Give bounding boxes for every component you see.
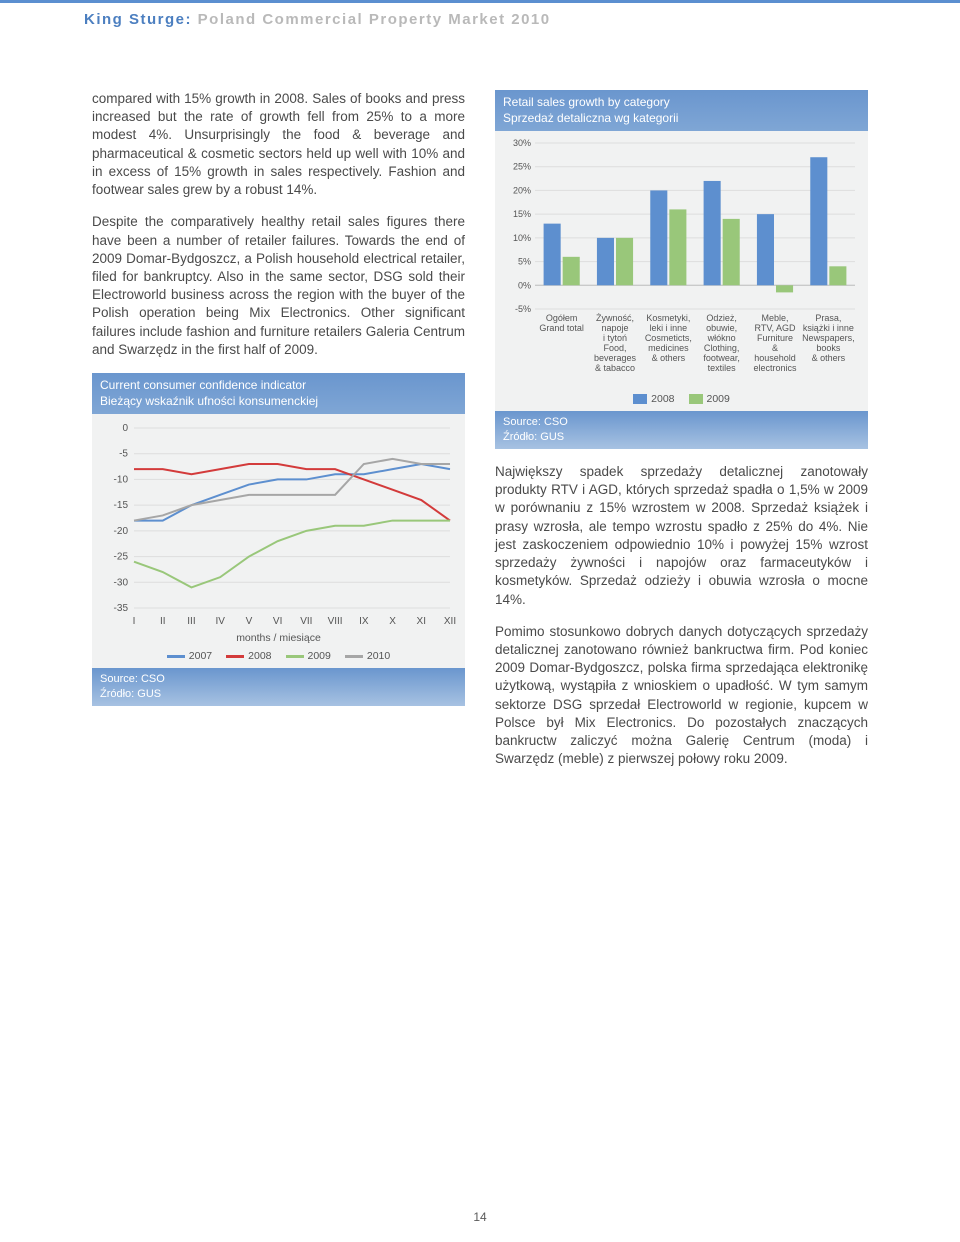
right-para-2: Pomimo stosunkowo dobrych danych dotyczą…: [495, 623, 868, 769]
left-para-2: Despite the comparatively healthy retail…: [92, 213, 465, 359]
svg-text:V: V: [246, 616, 253, 627]
svg-text:-15: -15: [114, 501, 129, 512]
svg-text:włókno: włókno: [707, 333, 736, 343]
svg-text:I: I: [133, 616, 136, 627]
page-number: 14: [0, 1210, 960, 1224]
svg-text:XI: XI: [417, 616, 426, 627]
svg-text:0%: 0%: [518, 281, 531, 291]
bar-chart-source-pl: Źródło: GUS: [503, 430, 860, 444]
svg-text:Clothing,: Clothing,: [704, 343, 740, 353]
bar-chart-legend: 20082009: [501, 387, 862, 409]
svg-text:Grand total: Grand total: [539, 323, 584, 333]
svg-text:IV: IV: [215, 616, 225, 627]
svg-text:II: II: [160, 616, 166, 627]
line-chart-title-pl: Bieżący wskaźnik ufności konsumenckiej: [100, 393, 457, 409]
svg-text:VII: VII: [300, 616, 312, 627]
svg-text:textiles: textiles: [708, 363, 737, 373]
svg-text:household: household: [754, 353, 796, 363]
svg-text:książki i inne: książki i inne: [803, 323, 854, 333]
bar-chart-body: 30% 25% 20% 15% 10% 5% 0% -5% OgółemGrand total Ż…: [495, 131, 868, 411]
svg-text:10%: 10%: [513, 233, 531, 243]
line-chart-source-pl: Źródło: GUS: [100, 687, 457, 701]
svg-text:&: &: [772, 343, 778, 353]
line-chart-body: 0-5-10-15-20-25-30-35IIIIIIIVVVIVIIVIIII…: [92, 414, 465, 668]
svg-text:Ogółem: Ogółem: [546, 313, 578, 323]
svg-text:& others: & others: [652, 353, 686, 363]
svg-text:medicines: medicines: [648, 343, 689, 353]
header-rest: Poland Commercial Property Market 2010: [192, 11, 551, 28]
svg-text:15%: 15%: [513, 210, 531, 220]
line-chart-svg: 0-5-10-15-20-25-30-35IIIIIIIVVVIVIIVIIII…: [98, 420, 458, 630]
svg-text:25%: 25%: [513, 162, 531, 172]
svg-text:Żywność,: Żywność,: [596, 313, 634, 323]
svg-text:Furniture: Furniture: [757, 333, 793, 343]
svg-text:-35: -35: [114, 603, 129, 614]
svg-text:-5%: -5%: [515, 304, 531, 314]
bar-chart-svg: 30% 25% 20% 15% 10% 5% 0% -5% OgółemGrand total Ż…: [501, 137, 861, 387]
svg-text:-5: -5: [119, 449, 128, 460]
left-column: compared with 15% growth in 2008. Sales …: [92, 90, 465, 782]
header-brand: King Sturge:: [84, 11, 192, 28]
page-header: King Sturge: Poland Commercial Property …: [0, 0, 960, 40]
svg-text:III: III: [187, 616, 195, 627]
svg-text:Kosmetyki,: Kosmetyki,: [646, 313, 690, 323]
right-column: Retail sales growth by category Sprzedaż…: [495, 90, 868, 782]
line-chart-title-en: Current consumer confidence indicator: [100, 377, 457, 393]
svg-text:-25: -25: [114, 552, 129, 563]
svg-text:& tabacco: & tabacco: [595, 363, 635, 373]
svg-text:electronics: electronics: [753, 363, 797, 373]
bar-chart: Retail sales growth by category Sprzedaż…: [495, 90, 868, 449]
line-chart-legend: 2007200820092010: [98, 644, 459, 666]
content-columns: compared with 15% growth in 2008. Sales …: [92, 90, 868, 782]
svg-text:-30: -30: [114, 578, 129, 589]
svg-text:Newspapers,: Newspapers,: [802, 333, 855, 343]
svg-text:VI: VI: [273, 616, 282, 627]
svg-text:Odzież,: Odzież,: [706, 313, 737, 323]
svg-text:Prasa,: Prasa,: [815, 313, 841, 323]
svg-text:Meble,: Meble,: [761, 313, 788, 323]
bar-chart-title-en: Retail sales growth by category: [503, 94, 860, 110]
svg-text:Cosmeticts,: Cosmeticts,: [645, 333, 692, 343]
left-para-1: compared with 15% growth in 2008. Sales …: [92, 90, 465, 199]
svg-text:RTV, AGD: RTV, AGD: [754, 323, 796, 333]
svg-text:Food,: Food,: [603, 343, 626, 353]
svg-text:leki i inne: leki i inne: [650, 323, 688, 333]
bar-chart-source: Source: CSO Źródło: GUS: [495, 411, 868, 449]
svg-text:VIII: VIII: [328, 616, 343, 627]
svg-text:-10: -10: [114, 475, 129, 486]
svg-text:obuwie,: obuwie,: [706, 323, 737, 333]
svg-text:-20: -20: [114, 526, 129, 537]
svg-text:30%: 30%: [513, 138, 531, 148]
svg-text:footwear,: footwear,: [703, 353, 740, 363]
line-chart-source-en: Source: CSO: [100, 672, 457, 686]
line-chart-title: Current consumer confidence indicator Bi…: [92, 373, 465, 414]
svg-text:napoje: napoje: [601, 323, 628, 333]
line-chart-xaxis-label: months / miesiące: [98, 630, 459, 644]
svg-text:IX: IX: [359, 616, 369, 627]
svg-text:5%: 5%: [518, 257, 531, 267]
right-para-1: Największy spadek sprzedaży detalicznej …: [495, 463, 868, 609]
svg-text:20%: 20%: [513, 186, 531, 196]
line-chart: Current consumer confidence indicator Bi…: [92, 373, 465, 706]
bar-chart-title-pl: Sprzedaż detaliczna wg kategorii: [503, 110, 860, 126]
svg-text:beverages: beverages: [594, 353, 637, 363]
bar-chart-title: Retail sales growth by category Sprzedaż…: [495, 90, 868, 131]
svg-text:XII: XII: [444, 616, 456, 627]
bar-chart-source-en: Source: CSO: [503, 415, 860, 429]
svg-text:0: 0: [122, 423, 128, 434]
svg-text:& others: & others: [812, 353, 846, 363]
svg-text:i tytoń: i tytoń: [603, 333, 627, 343]
svg-text:books: books: [816, 343, 841, 353]
line-chart-source: Source: CSO Źródło: GUS: [92, 668, 465, 706]
svg-text:X: X: [389, 616, 396, 627]
